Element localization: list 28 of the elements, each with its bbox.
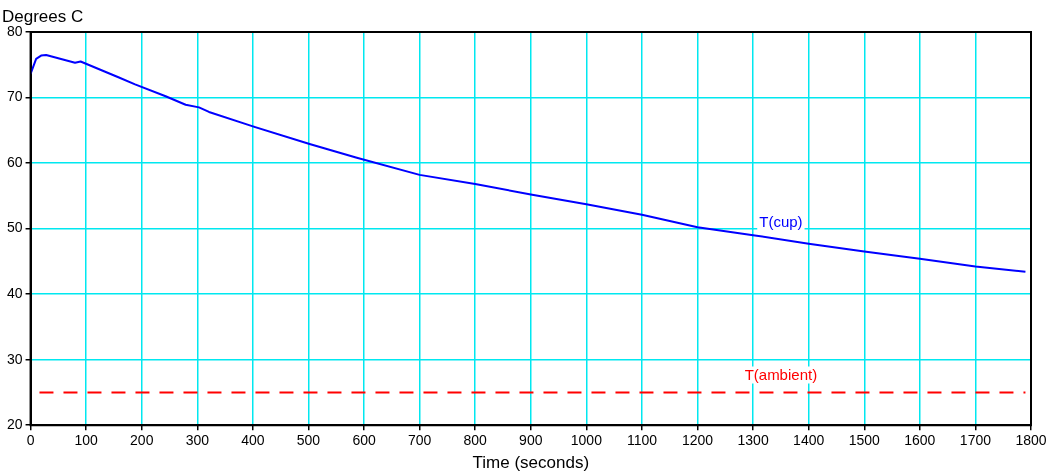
x-axis-title: Time (seconds) — [472, 453, 590, 473]
y-tick-label: 40 — [6, 284, 23, 301]
x-tick-label: 1200 — [681, 432, 714, 449]
x-tick-label: 100 — [74, 432, 99, 449]
x-tick-label: 1400 — [793, 432, 825, 449]
y-tick-label: 30 — [6, 350, 23, 367]
y-tick-label: 50 — [6, 219, 23, 236]
x-tick-label: 500 — [296, 432, 321, 449]
x-tick-label: 1000 — [570, 432, 603, 449]
x-tick-label: 1600 — [904, 432, 936, 449]
x-tick-label: 1800 — [1015, 432, 1047, 449]
y-tick-label: 20 — [6, 416, 23, 433]
y-tick-label: 60 — [6, 153, 23, 170]
x-tick-label: 600 — [352, 432, 376, 449]
x-tick-label: 300 — [185, 432, 210, 449]
x-tick-label: 0 — [26, 432, 35, 449]
x-tick-label: 1300 — [737, 432, 769, 449]
x-tick-label: 1500 — [848, 432, 881, 449]
x-tick-label: 1700 — [959, 432, 992, 449]
y-tick-label: 70 — [6, 88, 23, 105]
x-tick-label: 700 — [407, 432, 432, 449]
x-tick-label: 1100 — [626, 432, 658, 449]
x-tick-label: 800 — [463, 432, 488, 449]
x-tick-label: 900 — [519, 432, 543, 449]
x-tick-label: 200 — [130, 432, 154, 449]
series-label: T(cup) — [759, 213, 803, 231]
series-label: T(ambient) — [744, 366, 818, 384]
x-tick-label: 400 — [241, 432, 265, 449]
